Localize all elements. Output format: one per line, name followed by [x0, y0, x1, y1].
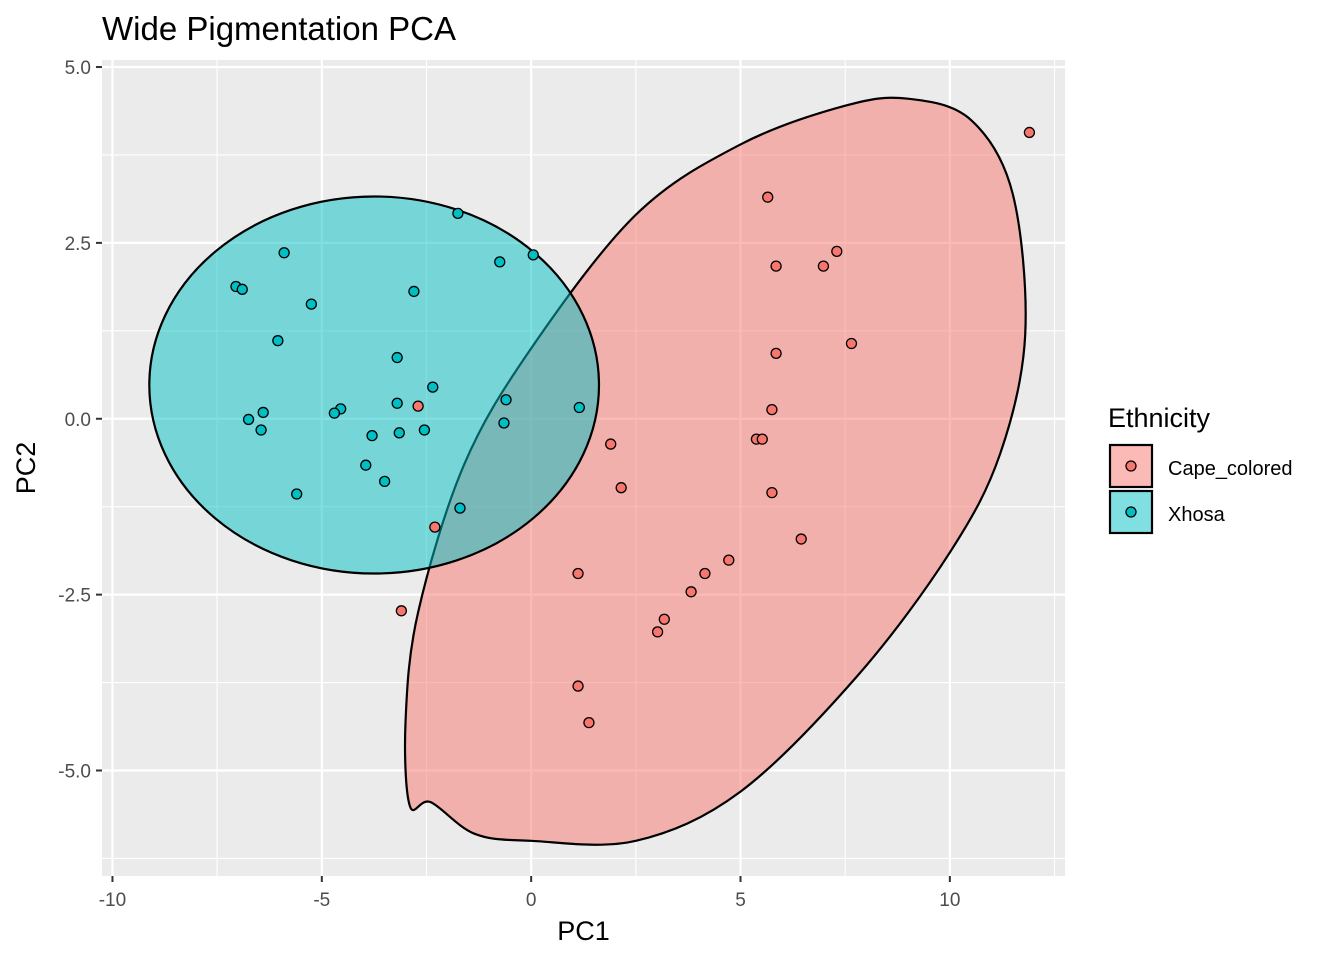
point-xhosa: [418, 424, 431, 436]
point-xhosa: [527, 249, 539, 261]
legend-label-xhosa: Xhosa: [1168, 504, 1226, 526]
point-cape-colored: [412, 400, 424, 412]
point-cape-colored: [583, 716, 595, 729]
y-tick-label: 0.0: [65, 410, 91, 431]
x-axis-title: PC1: [557, 916, 610, 946]
point-cape-colored: [817, 260, 830, 272]
point-cape-colored: [658, 613, 670, 625]
point-cape-colored: [395, 605, 408, 617]
legend-keys: [1108, 443, 1154, 535]
point-cape-colored: [572, 680, 584, 692]
point-cape-colored: [685, 586, 697, 598]
point-xhosa: [378, 475, 391, 488]
y-axis: -5.0 -2.5 0.0 2.5 5.0: [58, 58, 102, 782]
point-xhosa: [255, 424, 267, 436]
point-xhosa: [498, 417, 510, 429]
point-cape-colored: [795, 533, 807, 545]
point-xhosa: [272, 335, 284, 347]
point-xhosa: [360, 459, 372, 471]
point-cape-colored: [766, 486, 778, 499]
point-xhosa: [291, 488, 303, 500]
point-xhosa: [236, 283, 248, 295]
legend: Ethnicity Cape_colored Xhosa: [1108, 403, 1293, 535]
point-cape-colored: [770, 347, 782, 359]
point-xhosa: [257, 406, 269, 419]
point-cape-colored: [615, 482, 627, 494]
point-xhosa: [278, 247, 290, 259]
point-xhosa: [500, 394, 512, 406]
point-cape-colored: [429, 521, 441, 533]
y-tick-label: -2.5: [58, 586, 91, 607]
point-xhosa: [328, 407, 341, 419]
point-cape-colored: [572, 567, 584, 580]
x-axis: -10 -5 0 5 10: [99, 876, 960, 911]
x-tick-label: 10: [939, 890, 960, 911]
x-tick-label: 0: [526, 890, 537, 911]
point-cape-colored: [770, 260, 782, 272]
point-cape-colored: [766, 403, 778, 416]
point-xhosa: [573, 401, 585, 414]
legend-title: Ethnicity: [1108, 403, 1211, 433]
point-xhosa: [393, 427, 405, 439]
legend-key-xhosa: [1108, 489, 1154, 535]
point-xhosa: [427, 381, 439, 393]
point-cape-colored: [605, 438, 617, 450]
point-cape-colored: [699, 567, 711, 580]
y-tick-label: 5.0: [65, 58, 91, 79]
x-tick-label: -10: [99, 890, 126, 911]
point-cape-colored: [845, 337, 858, 350]
point-xhosa: [391, 351, 403, 364]
x-tick-label: -5: [313, 890, 330, 911]
point-xhosa: [452, 207, 464, 220]
point-cape-colored: [756, 433, 768, 445]
point-xhosa: [391, 397, 403, 409]
point-cape-colored: [651, 626, 664, 638]
legend-point-cape-colored: [1125, 460, 1137, 472]
point-xhosa: [494, 256, 506, 268]
point-cape-colored: [762, 191, 774, 203]
point-cape-colored: [831, 245, 843, 257]
point-xhosa: [408, 285, 420, 298]
point-xhosa: [305, 298, 317, 310]
ellipse-xhosa: [148, 195, 601, 575]
y-tick-label: 2.5: [65, 234, 91, 255]
confidence-ellipses: [148, 96, 1027, 846]
chart-title: Wide Pigmentation PCA: [102, 10, 456, 47]
y-tick-label: -5.0: [58, 761, 91, 782]
point-xhosa: [366, 429, 378, 442]
y-axis-title: PC2: [11, 442, 41, 495]
point-xhosa: [242, 413, 255, 426]
legend-point-xhosa: [1125, 506, 1137, 518]
point-cape-colored: [723, 554, 735, 566]
data-points: [230, 126, 1036, 729]
legend-label-cape-colored: Cape_colored: [1168, 458, 1293, 480]
x-tick-label: 5: [735, 890, 746, 911]
point-xhosa: [454, 502, 466, 514]
point-cape-colored: [1023, 126, 1036, 139]
